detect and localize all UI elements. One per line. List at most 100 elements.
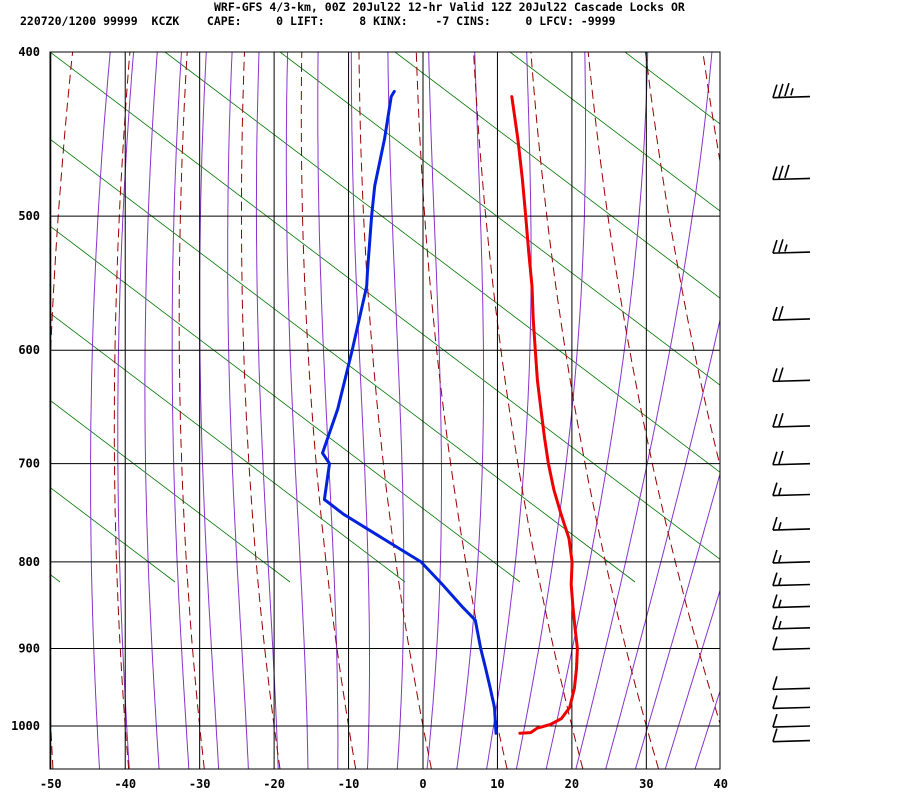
moist-adiabat-line bbox=[90, 52, 111, 769]
wind-barb-staff bbox=[772, 687, 811, 691]
wind-barb-flag bbox=[772, 482, 778, 496]
wind-barb-flag bbox=[772, 615, 778, 630]
wind-barb-staff bbox=[772, 425, 811, 428]
wind-barb-flag bbox=[772, 572, 778, 586]
dry-adiabats bbox=[50, 33, 900, 769]
wind-barb-flag bbox=[778, 450, 784, 465]
mixing-ratio-line bbox=[50, 312, 406, 583]
wind-barb-staff bbox=[772, 493, 811, 497]
mixing-ratio-line bbox=[509, 52, 720, 212]
moist-adiabat-line bbox=[317, 52, 339, 769]
wind-barb-half-flag bbox=[778, 577, 782, 586]
wind-barb-staff bbox=[772, 318, 811, 321]
wind-barb-half-flag bbox=[784, 244, 788, 252]
pressure-tick-label: 700 bbox=[18, 457, 40, 471]
wind-barb bbox=[772, 164, 811, 181]
wind-barb-flag bbox=[772, 239, 778, 254]
dry-adiabat-line bbox=[241, 52, 281, 769]
wind-barb-flag bbox=[778, 306, 784, 320]
moist-adiabat-line bbox=[664, 588, 720, 769]
dewpoint-profile-line bbox=[321, 89, 498, 735]
moist-adiabat-line bbox=[694, 689, 720, 769]
wind-barb bbox=[772, 412, 811, 428]
wind-barb-flag bbox=[772, 594, 778, 608]
wind-barb-half-flag bbox=[778, 522, 782, 530]
wind-barb bbox=[772, 367, 811, 383]
moist-adiabat-line bbox=[227, 52, 249, 769]
dry-adiabat-line bbox=[300, 52, 357, 769]
temperature-profile-line bbox=[510, 95, 579, 735]
moist-adiabat-line bbox=[144, 52, 160, 769]
header-indices: 220720/1200 99999 KCZK CAPE: 0 LIFT: 8 K… bbox=[20, 14, 616, 28]
wind-barb-flag bbox=[772, 636, 778, 650]
moist-adiabat-line bbox=[575, 52, 713, 769]
wind-barb-flag bbox=[778, 239, 784, 253]
mixing-ratio-line bbox=[50, 225, 521, 583]
moist-adiabat-line bbox=[545, 52, 649, 769]
wind-barb bbox=[772, 594, 811, 609]
wind-barb-half-flag bbox=[778, 487, 782, 496]
mixing-ratio-line bbox=[50, 486, 176, 583]
mixing-ratio-line bbox=[50, 138, 636, 583]
plot-background bbox=[50, 52, 720, 769]
pressure-tick-label: 400 bbox=[18, 45, 40, 59]
wind-barb-staff bbox=[772, 626, 811, 630]
wind-barb bbox=[772, 728, 811, 743]
mixing-ratio-lines bbox=[50, 52, 900, 583]
wind-barb bbox=[772, 549, 811, 564]
temperature-tick-label: -20 bbox=[263, 777, 285, 791]
pressure-tick-label: 1000 bbox=[11, 719, 40, 733]
wind-barb-flag bbox=[772, 166, 778, 180]
dry-adiabat-line bbox=[113, 52, 131, 769]
moist-adiabat-line bbox=[350, 52, 370, 769]
wind-barb-flag bbox=[772, 84, 778, 98]
sounding-profiles bbox=[321, 89, 579, 735]
temperature-tick-label: 40 bbox=[714, 777, 728, 791]
wind-barb-staff bbox=[772, 251, 811, 254]
wind-barb-staff bbox=[772, 647, 811, 651]
plot-frame bbox=[49, 51, 721, 770]
isobar-isotherm-grid bbox=[50, 52, 720, 769]
wind-barb-staff bbox=[772, 462, 811, 466]
dry-adiabat-line bbox=[415, 52, 508, 769]
wind-barb bbox=[772, 713, 811, 728]
wind-barb-staff bbox=[772, 528, 811, 531]
wind-barb-flag bbox=[772, 695, 778, 709]
mixing-ratio-line bbox=[50, 52, 720, 560]
moist-adiabat-line bbox=[426, 52, 442, 769]
pressure-tick-label: 900 bbox=[18, 641, 40, 655]
wind-barb-staff bbox=[772, 605, 811, 609]
mixing-ratio-line bbox=[740, 52, 900, 582]
mixing-ratio-line bbox=[164, 52, 720, 473]
wind-barb-flag bbox=[772, 451, 778, 465]
wind-barb-flag bbox=[778, 83, 784, 98]
temperature-tick-label: -10 bbox=[338, 777, 360, 791]
wind-barb-half-flag bbox=[778, 599, 782, 607]
moist-adiabats bbox=[90, 52, 720, 769]
wind-barb bbox=[772, 615, 811, 630]
temperature-tick-label: -40 bbox=[114, 777, 136, 791]
wind-barb-flag bbox=[778, 367, 784, 381]
moist-adiabat-line bbox=[515, 52, 586, 769]
dry-adiabat-line bbox=[757, 33, 900, 769]
wind-barb bbox=[772, 695, 811, 710]
temperature-tick-labels: -50 -40 -30 -20 -10 0 10 20 30 40 bbox=[40, 777, 728, 791]
wind-barb-flag bbox=[784, 164, 790, 179]
wind-barb bbox=[772, 676, 811, 691]
wind-barb bbox=[772, 516, 811, 531]
moist-adiabat-line bbox=[255, 52, 279, 769]
moist-adiabat-line bbox=[285, 52, 309, 769]
moist-adiabat-line bbox=[456, 52, 485, 769]
temperature-tick-label: 30 bbox=[639, 777, 653, 791]
wind-barb-flag bbox=[772, 306, 778, 321]
wind-barb-flag bbox=[772, 713, 778, 728]
dry-adiabat-line bbox=[50, 52, 74, 769]
wind-barb-flag bbox=[784, 82, 790, 97]
dry-adiabat-line bbox=[178, 52, 205, 769]
wind-barb-flag bbox=[772, 676, 778, 690]
moist-adiabat-line bbox=[199, 52, 220, 769]
wind-barb-staff bbox=[772, 706, 811, 710]
wind-barb-flag bbox=[778, 412, 784, 427]
temperature-tick-label: 0 bbox=[419, 777, 426, 791]
dry-adiabat-line bbox=[814, 33, 900, 769]
